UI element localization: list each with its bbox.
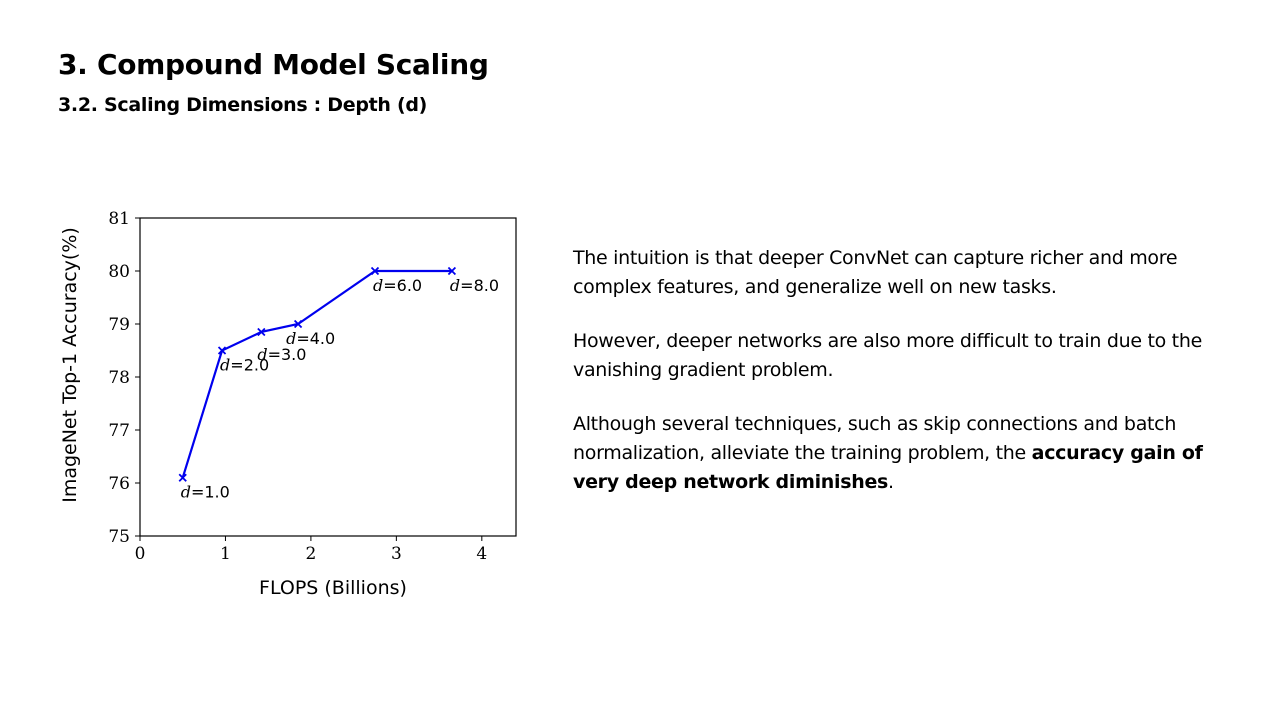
x-tick-label: 2 [305, 544, 316, 564]
paragraph-diminishing: Although several techniques, such as ski… [573, 410, 1213, 497]
series-line [181, 269, 452, 479]
data-point-label: d=2.0 [220, 356, 269, 375]
x-axis-label: FLOPS (Billions) [259, 577, 407, 599]
data-point-marker [370, 266, 380, 276]
data-point-marker [447, 266, 457, 276]
paragraph-diminishing-start: Although several techniques, such as ski… [573, 413, 1177, 464]
y-axis-label: ImageNet Top-1 Accuracy(%) [59, 227, 81, 503]
paragraph-diminishing-emphasis: accuracy gain of very deep network dimin… [573, 442, 1203, 493]
y-tick-label: 79 [108, 315, 130, 335]
data-point-label: d=4.0 [286, 329, 335, 348]
data-point-label: d=6.0 [373, 276, 422, 295]
slide-title: 3. Compound Model Scaling [58, 48, 489, 81]
data-point-label: d=8.0 [450, 276, 499, 295]
data-point-marker [257, 327, 266, 337]
paragraph-difficulty: However, deeper networks are also more d… [573, 330, 1202, 381]
data-point-marker [293, 319, 303, 329]
x-tick-label: 3 [391, 544, 402, 564]
x-tick-label: 1 [220, 544, 231, 564]
paragraph-diminishing-end: . [888, 471, 894, 493]
data-point-label: d=3.0 [257, 345, 306, 364]
y-tick-label: 75 [108, 527, 130, 547]
data-point-marker [217, 346, 227, 355]
body-text: The intuition is that deeper ConvNet can… [573, 244, 1213, 522]
paragraph-intuition: The intuition is that deeper ConvNet can… [573, 247, 1178, 298]
y-tick-label: 78 [108, 368, 130, 388]
y-tick-label: 76 [108, 474, 130, 494]
slide-subtitle: 3.2. Scaling Dimensions : Depth (d) [58, 94, 428, 116]
y-tick-label: 80 [108, 262, 130, 282]
x-tick-label: 4 [476, 544, 487, 564]
y-tick-label: 77 [108, 421, 130, 441]
x-tick-label: 0 [135, 544, 146, 564]
data-point-label: d=1.0 [181, 483, 230, 502]
data-point-marker [178, 473, 187, 482]
y-tick-label: 81 [108, 209, 130, 229]
